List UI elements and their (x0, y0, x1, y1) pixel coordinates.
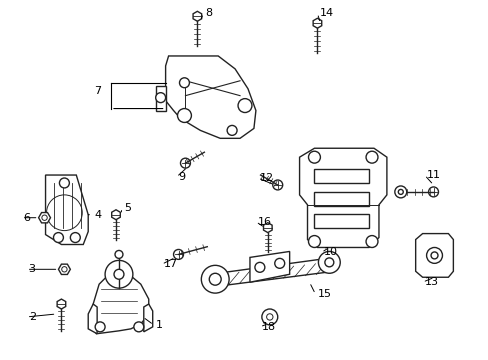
Circle shape (201, 265, 229, 293)
Circle shape (266, 314, 272, 320)
Polygon shape (45, 175, 88, 244)
Circle shape (209, 273, 221, 285)
Circle shape (53, 233, 63, 243)
Text: 14: 14 (319, 8, 333, 18)
Circle shape (272, 180, 282, 190)
Text: 9: 9 (178, 172, 185, 182)
Text: 15: 15 (317, 289, 331, 299)
Circle shape (115, 251, 122, 258)
Circle shape (430, 252, 437, 259)
Text: 13: 13 (424, 277, 438, 287)
Circle shape (155, 93, 165, 103)
Circle shape (173, 249, 183, 260)
Circle shape (114, 269, 123, 279)
Polygon shape (88, 304, 97, 334)
Polygon shape (165, 56, 255, 138)
Text: 2: 2 (29, 312, 36, 322)
Polygon shape (93, 271, 148, 334)
Circle shape (46, 195, 82, 231)
Circle shape (179, 78, 189, 88)
Text: 18: 18 (262, 322, 275, 332)
Circle shape (42, 215, 47, 220)
Circle shape (308, 235, 320, 247)
Text: 16: 16 (257, 217, 271, 227)
Text: 6: 6 (24, 213, 31, 223)
Polygon shape (263, 223, 271, 233)
Text: 10: 10 (323, 247, 337, 257)
Circle shape (60, 178, 69, 188)
Circle shape (254, 262, 264, 272)
Text: 1: 1 (155, 320, 163, 330)
Circle shape (394, 186, 406, 198)
Polygon shape (249, 251, 289, 282)
Polygon shape (193, 11, 201, 21)
Polygon shape (312, 18, 321, 28)
Circle shape (308, 151, 320, 163)
Circle shape (95, 322, 105, 332)
Circle shape (366, 151, 377, 163)
Polygon shape (39, 212, 50, 223)
Circle shape (262, 309, 277, 325)
Text: 7: 7 (94, 86, 101, 96)
Polygon shape (210, 257, 334, 287)
Circle shape (274, 258, 284, 268)
Circle shape (398, 189, 403, 194)
FancyBboxPatch shape (314, 169, 368, 183)
Circle shape (61, 267, 67, 272)
Circle shape (318, 251, 340, 273)
Circle shape (226, 125, 237, 135)
Text: 4: 4 (94, 210, 101, 220)
Text: 17: 17 (163, 259, 178, 269)
Circle shape (366, 235, 377, 247)
FancyBboxPatch shape (314, 192, 368, 206)
Circle shape (177, 109, 191, 122)
Polygon shape (57, 299, 65, 309)
Circle shape (134, 322, 143, 332)
Circle shape (105, 260, 133, 288)
Polygon shape (299, 148, 386, 247)
Text: 5: 5 (123, 203, 131, 213)
Circle shape (324, 258, 333, 267)
Text: 8: 8 (205, 8, 212, 18)
Polygon shape (415, 234, 452, 277)
FancyBboxPatch shape (314, 214, 368, 228)
Polygon shape (143, 304, 152, 332)
Circle shape (238, 99, 251, 113)
Polygon shape (155, 86, 165, 111)
Text: 12: 12 (259, 173, 273, 183)
Polygon shape (59, 264, 70, 274)
Text: 11: 11 (426, 170, 440, 180)
Circle shape (180, 158, 190, 168)
Polygon shape (111, 210, 120, 220)
Circle shape (426, 247, 442, 264)
Circle shape (427, 187, 438, 197)
Circle shape (70, 233, 80, 243)
Text: 3: 3 (29, 264, 36, 274)
